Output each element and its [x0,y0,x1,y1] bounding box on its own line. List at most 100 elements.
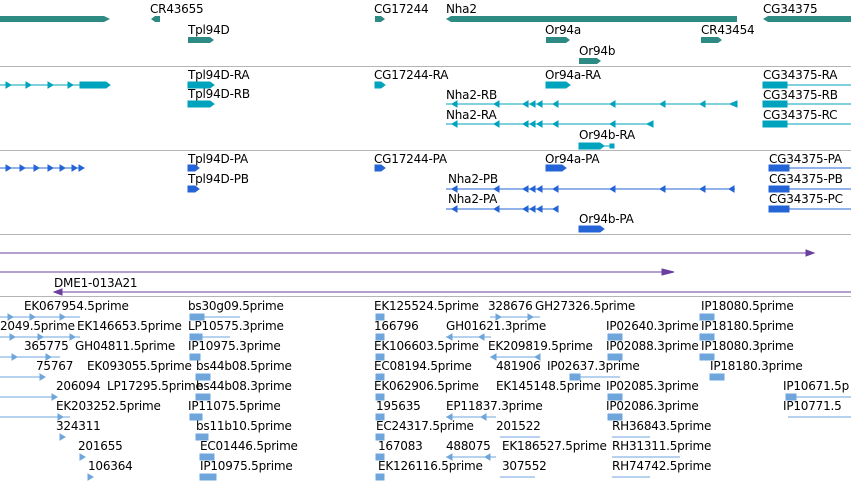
est-label[interactable]: IP18080.5prime [701,299,794,313]
gene-feature-or94b[interactable] [579,58,601,64]
est-label[interactable]: 206094 [56,379,101,393]
track-separator [0,150,851,151]
est-label[interactable]: IP18180.5prime [701,319,794,333]
gene-feature-cr43454[interactable] [701,37,722,43]
cds-label[interactable]: CG34375-PA [769,152,842,166]
cds-label[interactable]: Nha2-PB [448,172,498,186]
est-label[interactable]: IP10771.5 [783,399,842,413]
est-label[interactable]: EC08194.5prime [374,359,472,373]
est-label[interactable]: EK067954.5prime [24,299,129,313]
scaffold-label[interactable]: DME1-013A21 [54,276,138,290]
gene-label[interactable]: Tpl94D [188,23,230,37]
gene-label[interactable]: CR43655 [150,2,204,16]
est-label[interactable]: EC01446.5prime [200,439,298,453]
est-label[interactable]: RH31311.5prime [612,439,712,453]
est-label[interactable]: EK093055.5prime [87,359,192,373]
gene-feature[interactable] [0,16,110,22]
est-label[interactable]: EK145148.5prime [496,379,601,393]
track-separator [0,296,851,297]
est-label[interactable]: EK186527.5prime [502,439,607,453]
cds-track [0,164,851,233]
est-label[interactable]: IP10975.5prime [200,459,293,473]
est-label[interactable]: 481906 [496,359,541,373]
gene-label[interactable]: CG34375 [763,2,818,16]
est-label[interactable]: EK203252.5prime [56,399,161,413]
est-label[interactable]: RH74742.5prime [612,459,712,473]
transcript-label[interactable]: Tpl94D-RA [188,68,250,82]
est-label[interactable]: EK106603.5prime [374,339,479,353]
gene-label[interactable]: Or94b [579,44,616,58]
est-label[interactable]: 195635 [376,399,421,413]
est-label[interactable]: bs44b08.3prime [196,379,292,393]
est-label[interactable]: 2049.5prime [0,319,75,333]
est-label[interactable]: bs11b10.5prime [196,419,292,433]
cds-label[interactable]: Tpl94D-PA [188,152,248,166]
gene-label[interactable]: Or94a [545,23,582,37]
est-label[interactable]: IP10975.3prime [188,339,281,353]
est-label[interactable]: 328676 [488,299,533,313]
est-label[interactable]: EK062906.5prime [374,379,479,393]
est-label[interactable]: IP02640.3prime [606,319,699,333]
track-separator [0,66,851,67]
est-label[interactable]: IP02085.3prime [606,379,699,393]
est-label[interactable]: 75767 [36,359,74,373]
transcript-label[interactable]: Nha2-RB [446,88,498,102]
gene-feature-cg17244[interactable] [375,16,385,22]
est-label[interactable]: EC24317.5prime [376,419,474,433]
est-label[interactable]: EP11837.3prime [446,399,543,413]
transcript-label[interactable]: Nha2-RA [446,108,497,122]
est-label[interactable]: RH36843.5prime [612,419,712,433]
gene-feature-or94a[interactable] [546,37,570,43]
transcript-label[interactable]: CG34375-RB [763,88,838,102]
cds-label[interactable]: CG17244-PA [374,152,447,166]
gene-label[interactable]: CR43454 [701,23,755,37]
est-label[interactable]: IP02086.3prime [606,399,699,413]
est-label[interactable]: EK126116.5prime [378,459,483,473]
est-label[interactable]: IP10671.5p [783,379,850,393]
est-label[interactable]: IP18080.3prime [701,339,794,353]
gene-feature-tpl94d[interactable] [188,37,214,43]
est-label[interactable]: 166796 [374,319,419,333]
est-label[interactable]: IP11075.5prime [188,399,281,413]
gene-feature-cr43655[interactable] [151,16,160,22]
est-label[interactable]: 324311 [56,419,101,433]
est-label[interactable]: 201522 [496,419,541,433]
transcript-label[interactable]: Or94a-RA [545,68,601,82]
est-label[interactable]: GH01621.3prime [446,319,547,333]
est-label[interactable]: 307552 [502,459,547,473]
est-label[interactable]: bs30g09.5prime [188,299,284,313]
est-label[interactable]: bs44b08.5prime [196,359,292,373]
est-label[interactable]: EK146653.5prime [77,319,182,333]
est-label[interactable]: GH04811.5prime [75,339,176,353]
gene-feature-nha2[interactable] [446,16,737,22]
est-label[interactable]: 365775 [24,339,69,353]
est-label[interactable]: LP10575.3prime [188,319,284,333]
transcript-label[interactable]: CG34375-RC [763,108,838,122]
est-label[interactable]: EK209819.5prime [488,339,593,353]
est-label[interactable]: 201655 [78,439,123,453]
transcript-label[interactable]: CG34375-RA [763,68,838,82]
est-label[interactable]: LP17295.5prime [107,379,203,393]
cds-label[interactable]: CG34375-PB [769,172,843,186]
est-label[interactable]: IP18180.3prime [710,359,803,373]
cds-label[interactable]: CG34375-PC [769,192,843,206]
est-label[interactable]: 488075 [446,439,491,453]
est-label[interactable]: GH27326.5prime [535,299,636,313]
est-label[interactable]: 106364 [88,459,133,473]
transcript-label[interactable]: Tpl94D-RB [188,87,250,101]
est-label[interactable]: IP02637.3prime [547,359,640,373]
transcript-label[interactable]: CG17244-RA [374,68,449,82]
gene-label[interactable]: CG17244 [374,2,429,16]
est-label[interactable]: EK125524.5prime [374,299,479,313]
cds-label[interactable]: Tpl94D-PB [188,172,249,186]
cds-label[interactable]: Or94b-PA [579,212,634,226]
cds-label[interactable]: Nha2-PA [448,192,498,206]
est-label[interactable]: IP02088.3prime [606,339,699,353]
cds-label[interactable]: Or94a-PA [545,152,600,166]
gene-label[interactable]: Nha2 [446,2,477,16]
transcript-label[interactable]: Or94b-RA [579,128,636,142]
est-label[interactable]: 167083 [378,439,423,453]
gene-feature-cg34375[interactable] [763,16,851,22]
